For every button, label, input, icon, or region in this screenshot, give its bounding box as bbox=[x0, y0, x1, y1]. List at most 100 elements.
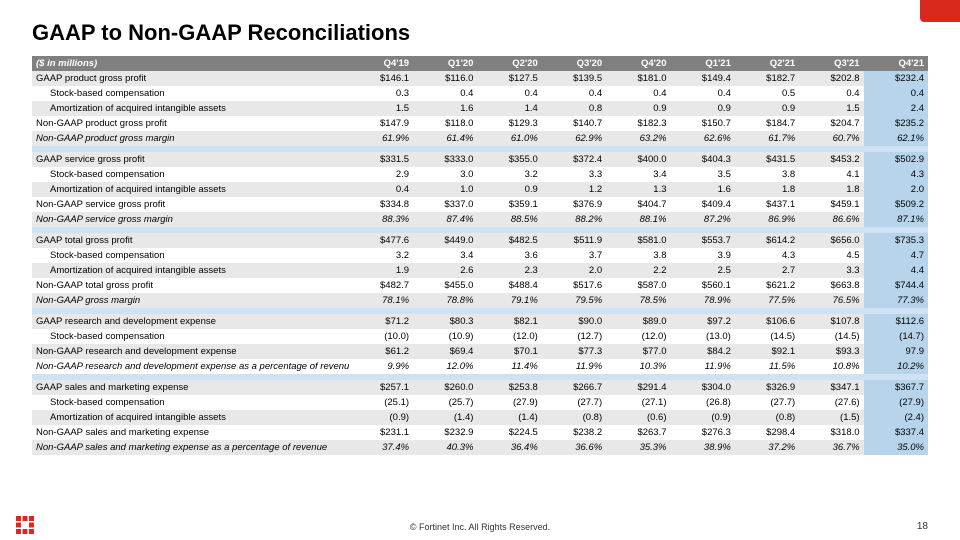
cell-value: $334.8 bbox=[349, 197, 413, 212]
cell-value: (1.5) bbox=[799, 410, 863, 425]
cell-value: $347.1 bbox=[799, 380, 863, 395]
cell-value: (0.6) bbox=[606, 410, 670, 425]
cell-value: 0.5 bbox=[735, 86, 799, 101]
cell-value: $318.0 bbox=[799, 425, 863, 440]
cell-value: 4.7 bbox=[864, 248, 928, 263]
table-row: Non-GAAP service gross profit$334.8$337.… bbox=[32, 197, 928, 212]
cell-value: $106.6 bbox=[735, 314, 799, 329]
cell-value: $112.6 bbox=[864, 314, 928, 329]
cell-value: 60.7% bbox=[799, 131, 863, 146]
period-header: Q3'20 bbox=[542, 56, 606, 71]
period-header: Q2'21 bbox=[735, 56, 799, 71]
cell-value: 3.2 bbox=[477, 167, 541, 182]
cell-value: $276.3 bbox=[671, 425, 735, 440]
cell-value: $93.3 bbox=[799, 344, 863, 359]
cell-value: 0.4 bbox=[864, 86, 928, 101]
cell-value: (12.7) bbox=[542, 329, 606, 344]
cell-value: (0.9) bbox=[671, 410, 735, 425]
cell-value: 0.8 bbox=[542, 101, 606, 116]
cell-value: $182.3 bbox=[606, 116, 670, 131]
cell-value: $337.0 bbox=[413, 197, 477, 212]
table-row: Non-GAAP research and development expens… bbox=[32, 344, 928, 359]
cell-value: 87.1% bbox=[864, 212, 928, 227]
table-row: GAAP product gross profit$146.1$116.0$12… bbox=[32, 71, 928, 86]
cell-value: (13.0) bbox=[671, 329, 735, 344]
cell-value: (25.1) bbox=[349, 395, 413, 410]
cell-value: $238.2 bbox=[542, 425, 606, 440]
cell-value: $129.3 bbox=[477, 116, 541, 131]
cell-value: 11.4% bbox=[477, 359, 541, 374]
cell-value: (1.4) bbox=[413, 410, 477, 425]
row-label: Non-GAAP product gross profit bbox=[32, 116, 349, 131]
cell-value: $181.0 bbox=[606, 71, 670, 86]
cell-value: 76.5% bbox=[799, 293, 863, 308]
footer-copyright: © Fortinet Inc. All Rights Reserved. bbox=[0, 522, 960, 532]
cell-value: $304.0 bbox=[671, 380, 735, 395]
row-label: GAAP service gross profit bbox=[32, 152, 349, 167]
cell-value: 1.5 bbox=[349, 101, 413, 116]
table-body: GAAP product gross profit$146.1$116.0$12… bbox=[32, 71, 928, 455]
cell-value: $326.9 bbox=[735, 380, 799, 395]
cell-value: $140.7 bbox=[542, 116, 606, 131]
row-label: Non-GAAP gross margin bbox=[32, 293, 349, 308]
cell-value: 3.7 bbox=[542, 248, 606, 263]
row-label: Non-GAAP sales and marketing expense as … bbox=[32, 440, 349, 455]
cell-value: $663.8 bbox=[799, 278, 863, 293]
cell-value: $116.0 bbox=[413, 71, 477, 86]
cell-value: 10.8% bbox=[799, 359, 863, 374]
cell-value: 88.3% bbox=[349, 212, 413, 227]
cell-value: 78.9% bbox=[671, 293, 735, 308]
cell-value: 3.5 bbox=[671, 167, 735, 182]
cell-value: $224.5 bbox=[477, 425, 541, 440]
cell-value: 3.2 bbox=[349, 248, 413, 263]
row-label: GAAP research and development expense bbox=[32, 314, 349, 329]
table-row: Non-GAAP total gross profit$482.7$455.0$… bbox=[32, 278, 928, 293]
cell-value: (2.4) bbox=[864, 410, 928, 425]
table-row: Non-GAAP product gross margin61.9%61.4%6… bbox=[32, 131, 928, 146]
table-row: Amortization of acquired intangible asse… bbox=[32, 182, 928, 197]
cell-value: $560.1 bbox=[671, 278, 735, 293]
cell-value: 1.5 bbox=[799, 101, 863, 116]
cell-value: $333.0 bbox=[413, 152, 477, 167]
cell-value: $82.1 bbox=[477, 314, 541, 329]
cell-value: $437.1 bbox=[735, 197, 799, 212]
cell-value: 63.2% bbox=[606, 131, 670, 146]
cell-value: $509.2 bbox=[864, 197, 928, 212]
cell-value: $404.7 bbox=[606, 197, 670, 212]
cell-value: 4.5 bbox=[799, 248, 863, 263]
cell-value: 0.3 bbox=[349, 86, 413, 101]
cell-value: 40.3% bbox=[413, 440, 477, 455]
cell-value: 3.9 bbox=[671, 248, 735, 263]
cell-value: (10.9) bbox=[413, 329, 477, 344]
table-row: Stock-based compensation(10.0)(10.9)(12.… bbox=[32, 329, 928, 344]
cell-value: $77.0 bbox=[606, 344, 670, 359]
cell-value: 3.3 bbox=[542, 167, 606, 182]
period-header: Q1'21 bbox=[671, 56, 735, 71]
cell-value: (0.8) bbox=[542, 410, 606, 425]
row-label: Non-GAAP total gross profit bbox=[32, 278, 349, 293]
row-label: Non-GAAP service gross profit bbox=[32, 197, 349, 212]
cell-value: 0.4 bbox=[477, 86, 541, 101]
cell-value: (10.0) bbox=[349, 329, 413, 344]
cell-value: $260.0 bbox=[413, 380, 477, 395]
cell-value: 2.2 bbox=[606, 263, 670, 278]
reconciliation-table: ($ in millions)Q4'19Q1'20Q2'20Q3'20Q4'20… bbox=[32, 56, 928, 455]
cell-value: $184.7 bbox=[735, 116, 799, 131]
table-row: Stock-based compensation0.30.40.40.40.40… bbox=[32, 86, 928, 101]
cell-value: (0.8) bbox=[735, 410, 799, 425]
period-header: Q1'20 bbox=[413, 56, 477, 71]
cell-value: 61.4% bbox=[413, 131, 477, 146]
cell-value: (12.0) bbox=[477, 329, 541, 344]
period-header: Q4'19 bbox=[349, 56, 413, 71]
cell-value: 4.1 bbox=[799, 167, 863, 182]
cell-value: 3.4 bbox=[606, 167, 670, 182]
cell-value: 3.3 bbox=[799, 263, 863, 278]
cell-value: $400.0 bbox=[606, 152, 670, 167]
cell-value: $266.7 bbox=[542, 380, 606, 395]
row-label: Stock-based compensation bbox=[32, 167, 349, 182]
cell-value: 3.4 bbox=[413, 248, 477, 263]
row-label: Non-GAAP service gross margin bbox=[32, 212, 349, 227]
cell-value: 10.2% bbox=[864, 359, 928, 374]
cell-value: $367.7 bbox=[864, 380, 928, 395]
cell-value: $735.3 bbox=[864, 233, 928, 248]
